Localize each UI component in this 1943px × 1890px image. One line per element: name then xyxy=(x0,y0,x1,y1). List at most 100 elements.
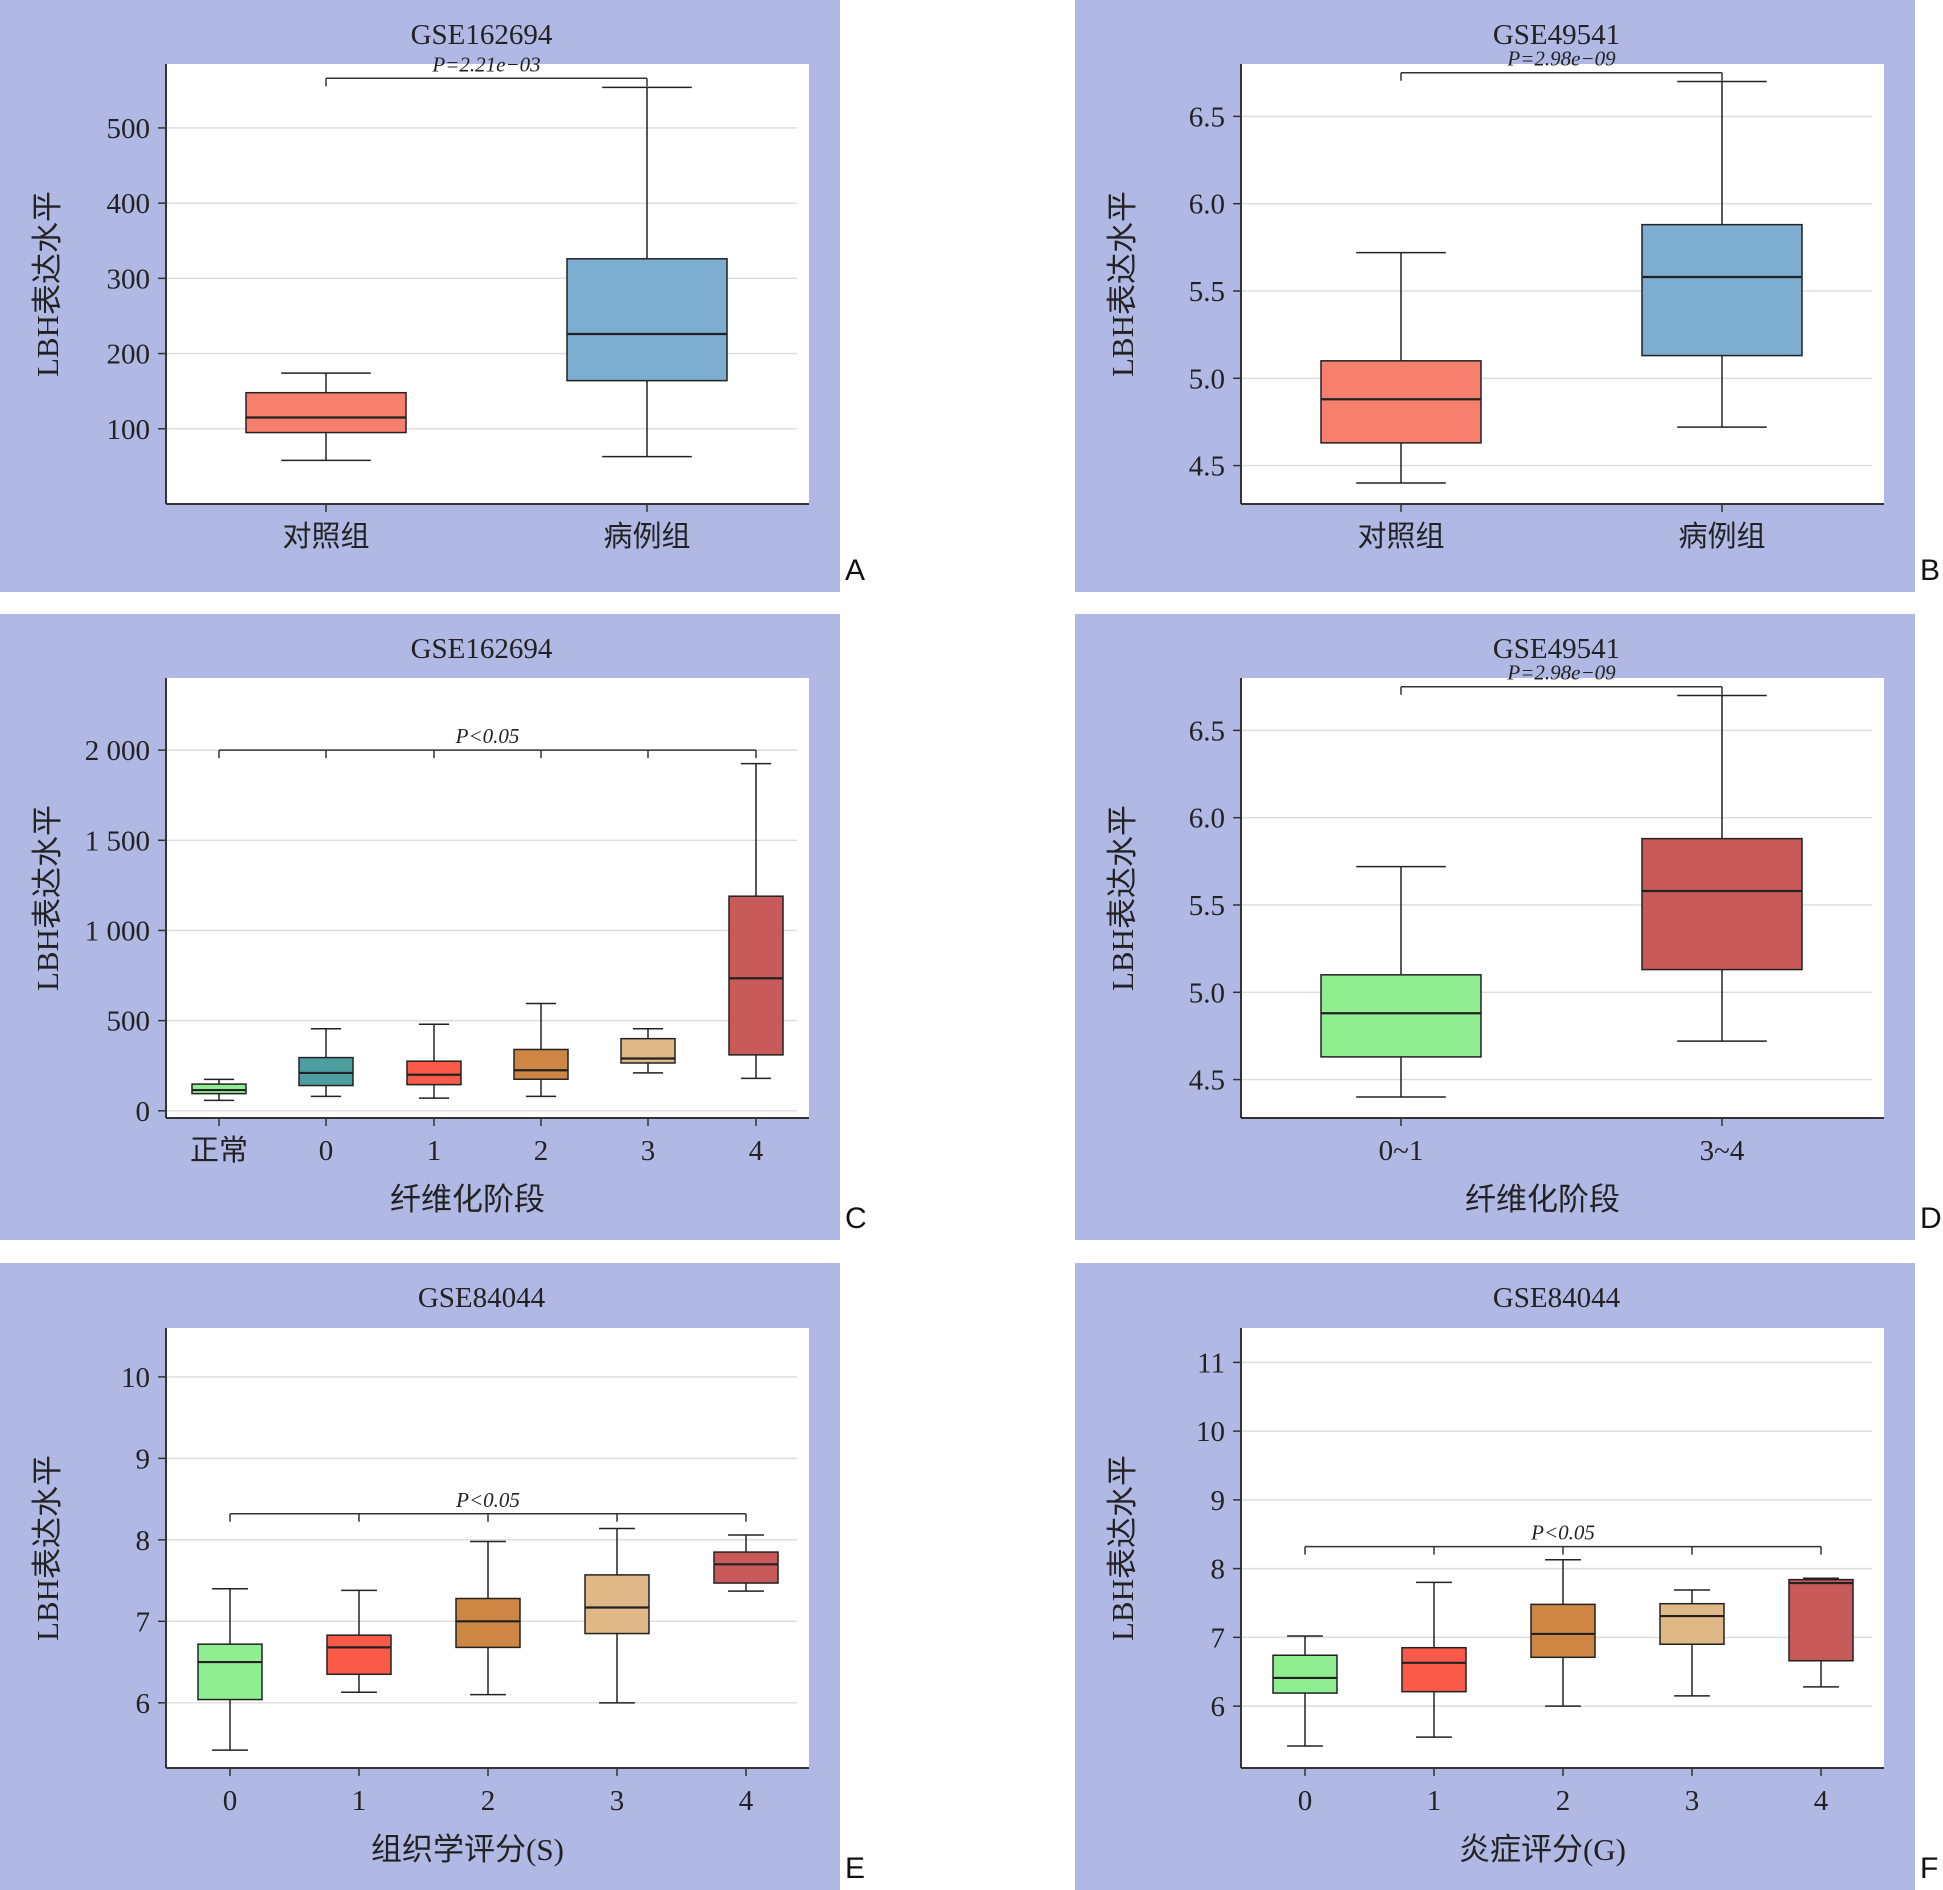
x-axis-label: 纤维化阶段 xyxy=(1465,1182,1620,1217)
x-tick-label: 对照组 xyxy=(282,520,369,553)
y-tick-label: 0 xyxy=(136,1096,151,1128)
y-tick-label: 200 xyxy=(107,339,151,371)
chart-svg: 100 200 300 400 500 对照组 病例组 P=2.21e−03GSE162694… xyxy=(30,19,809,553)
y-tick-label: 9 xyxy=(136,1443,151,1475)
significance-bracket: P=2.98e−09 xyxy=(1400,47,1723,81)
box-0 xyxy=(1320,865,1482,1098)
x-axis-label: 纤维化阶段 xyxy=(390,1182,545,1217)
x-tick-label: 病例组 xyxy=(1678,520,1765,553)
box-1 xyxy=(566,86,728,458)
x-tick-label: 1 xyxy=(427,1135,442,1167)
box-2 xyxy=(1530,1558,1596,1707)
y-tick-label: 7 xyxy=(136,1606,151,1638)
chart-title: GSE84044 xyxy=(418,1282,546,1314)
y-tick-label: 500 xyxy=(107,1006,151,1038)
box-body xyxy=(406,1060,462,1086)
y-tick-label: 11 xyxy=(1197,1347,1225,1379)
significance-bracket: P<0.05 xyxy=(229,1488,747,1522)
y-tick-label: 6.5 xyxy=(1189,101,1225,133)
y-axis-label: LBH表达水平 xyxy=(1105,1455,1140,1641)
y-tick-label: 10 xyxy=(121,1362,150,1394)
box-3 xyxy=(584,1527,650,1704)
box-body xyxy=(1320,360,1482,444)
box-0 xyxy=(1272,1635,1338,1747)
significance-bracket: P=2.21e−03 xyxy=(325,52,648,87)
y-tick-label: 8 xyxy=(136,1525,151,1557)
y-tick-label: 6.0 xyxy=(1189,803,1225,835)
y-tick-label: 1 000 xyxy=(85,915,150,947)
significance-bracket: P<0.05 xyxy=(1304,1521,1822,1555)
p-value-label: P=2.98e−09 xyxy=(1506,47,1616,71)
panel-label: B xyxy=(1920,554,1941,587)
chart-panel-C: 0 500 1 000 1 500 2 000 正常 0 1 2 3 4 P<0.05 GSE16269… xyxy=(0,614,840,1240)
y-tick-label: 6.0 xyxy=(1189,189,1225,221)
x-tick-label: 正常 xyxy=(190,1134,248,1167)
box-body xyxy=(513,1048,569,1080)
panel-label: E xyxy=(845,1852,866,1885)
box-body xyxy=(1641,837,1803,971)
box-3 xyxy=(1659,1589,1725,1697)
y-tick-label: 4.5 xyxy=(1189,1065,1225,1097)
y-axis-label: LBH表达水平 xyxy=(30,1455,65,1641)
x-tick-label: 0 xyxy=(1298,1785,1313,1817)
box-5 xyxy=(728,762,784,1080)
x-axis-label: 炎症评分(G) xyxy=(1459,1832,1626,1867)
y-tick-label: 4.5 xyxy=(1189,451,1225,483)
box-body xyxy=(566,258,728,382)
box-body xyxy=(1788,1578,1854,1662)
box-4 xyxy=(1788,1577,1854,1688)
chart-title: GSE49541 xyxy=(1493,19,1620,51)
y-tick-label: 5.0 xyxy=(1189,363,1225,395)
box-0 xyxy=(1320,251,1482,484)
significance-bracket: P<0.05 xyxy=(218,724,757,759)
x-tick-label: 2 xyxy=(481,1785,496,1817)
box-4 xyxy=(620,1027,676,1074)
x-tick-label: 病例组 xyxy=(603,520,690,553)
y-tick-label: 7 xyxy=(1211,1622,1226,1654)
y-tick-label: 10 xyxy=(1196,1416,1225,1448)
y-axis-label: LBH表达水平 xyxy=(1105,191,1140,377)
chart-svg: 6 7 8 9 10 11 0 1 2 3 4 P<0.05 GSE84044 LBH表达水平炎症评分(G… xyxy=(1105,1282,1884,1867)
box-body xyxy=(1659,1602,1725,1645)
chart-panel-B: 4.5 5.0 5.5 6.0 6.5 对照组 病例组 P=2.98e−09 GSE49541 L… xyxy=(1075,0,1915,592)
x-tick-label: 3 xyxy=(1685,1785,1700,1817)
x-tick-label: 4 xyxy=(749,1135,764,1167)
box-1 xyxy=(1401,1581,1467,1738)
box-2 xyxy=(455,1540,521,1696)
box-0 xyxy=(191,1078,247,1102)
box-body xyxy=(197,1643,263,1701)
chart-panel-D: 4.5 5.0 5.5 6.0 6.5 0~1 3~4 P=2.98e−09 GSE49541 L… xyxy=(1075,614,1915,1240)
box-body xyxy=(245,391,407,434)
panel-label: D xyxy=(1920,1202,1942,1235)
chart-title: GSE162694 xyxy=(411,633,553,665)
box-body xyxy=(455,1597,521,1649)
box-body xyxy=(1641,223,1803,357)
y-tick-label: 6 xyxy=(136,1688,151,1720)
p-value-label: P=2.98e−09 xyxy=(1506,661,1616,685)
box-1 xyxy=(298,1027,354,1098)
chart-title: GSE84044 xyxy=(1493,1282,1621,1314)
x-tick-label: 1 xyxy=(352,1785,367,1817)
x-tick-label: 3 xyxy=(610,1785,625,1817)
y-tick-label: 5.0 xyxy=(1189,977,1225,1009)
panel-label: A xyxy=(845,554,866,587)
chart-svg: 0 500 1 000 1 500 2 000 正常 0 1 2 3 4 P<0.05 GSE16269… xyxy=(30,633,809,1217)
y-axis-label: LBH表达水平 xyxy=(1105,805,1140,991)
y-tick-label: 400 xyxy=(107,188,151,220)
box-body xyxy=(326,1634,392,1676)
box-1 xyxy=(326,1589,392,1693)
box-body xyxy=(1530,1603,1596,1659)
box-1 xyxy=(1641,80,1803,428)
x-tick-label: 0~1 xyxy=(1379,1135,1424,1167)
p-value-label: P<0.05 xyxy=(455,1488,520,1512)
y-tick-label: 300 xyxy=(107,263,151,295)
x-tick-label: 3 xyxy=(641,1135,656,1167)
box-1 xyxy=(1641,694,1803,1042)
y-tick-label: 100 xyxy=(107,414,151,446)
y-tick-label: 6 xyxy=(1211,1691,1226,1723)
y-tick-label: 500 xyxy=(107,113,151,145)
p-value-label: P=2.21e−03 xyxy=(431,52,540,76)
x-tick-label: 2 xyxy=(1556,1785,1571,1817)
